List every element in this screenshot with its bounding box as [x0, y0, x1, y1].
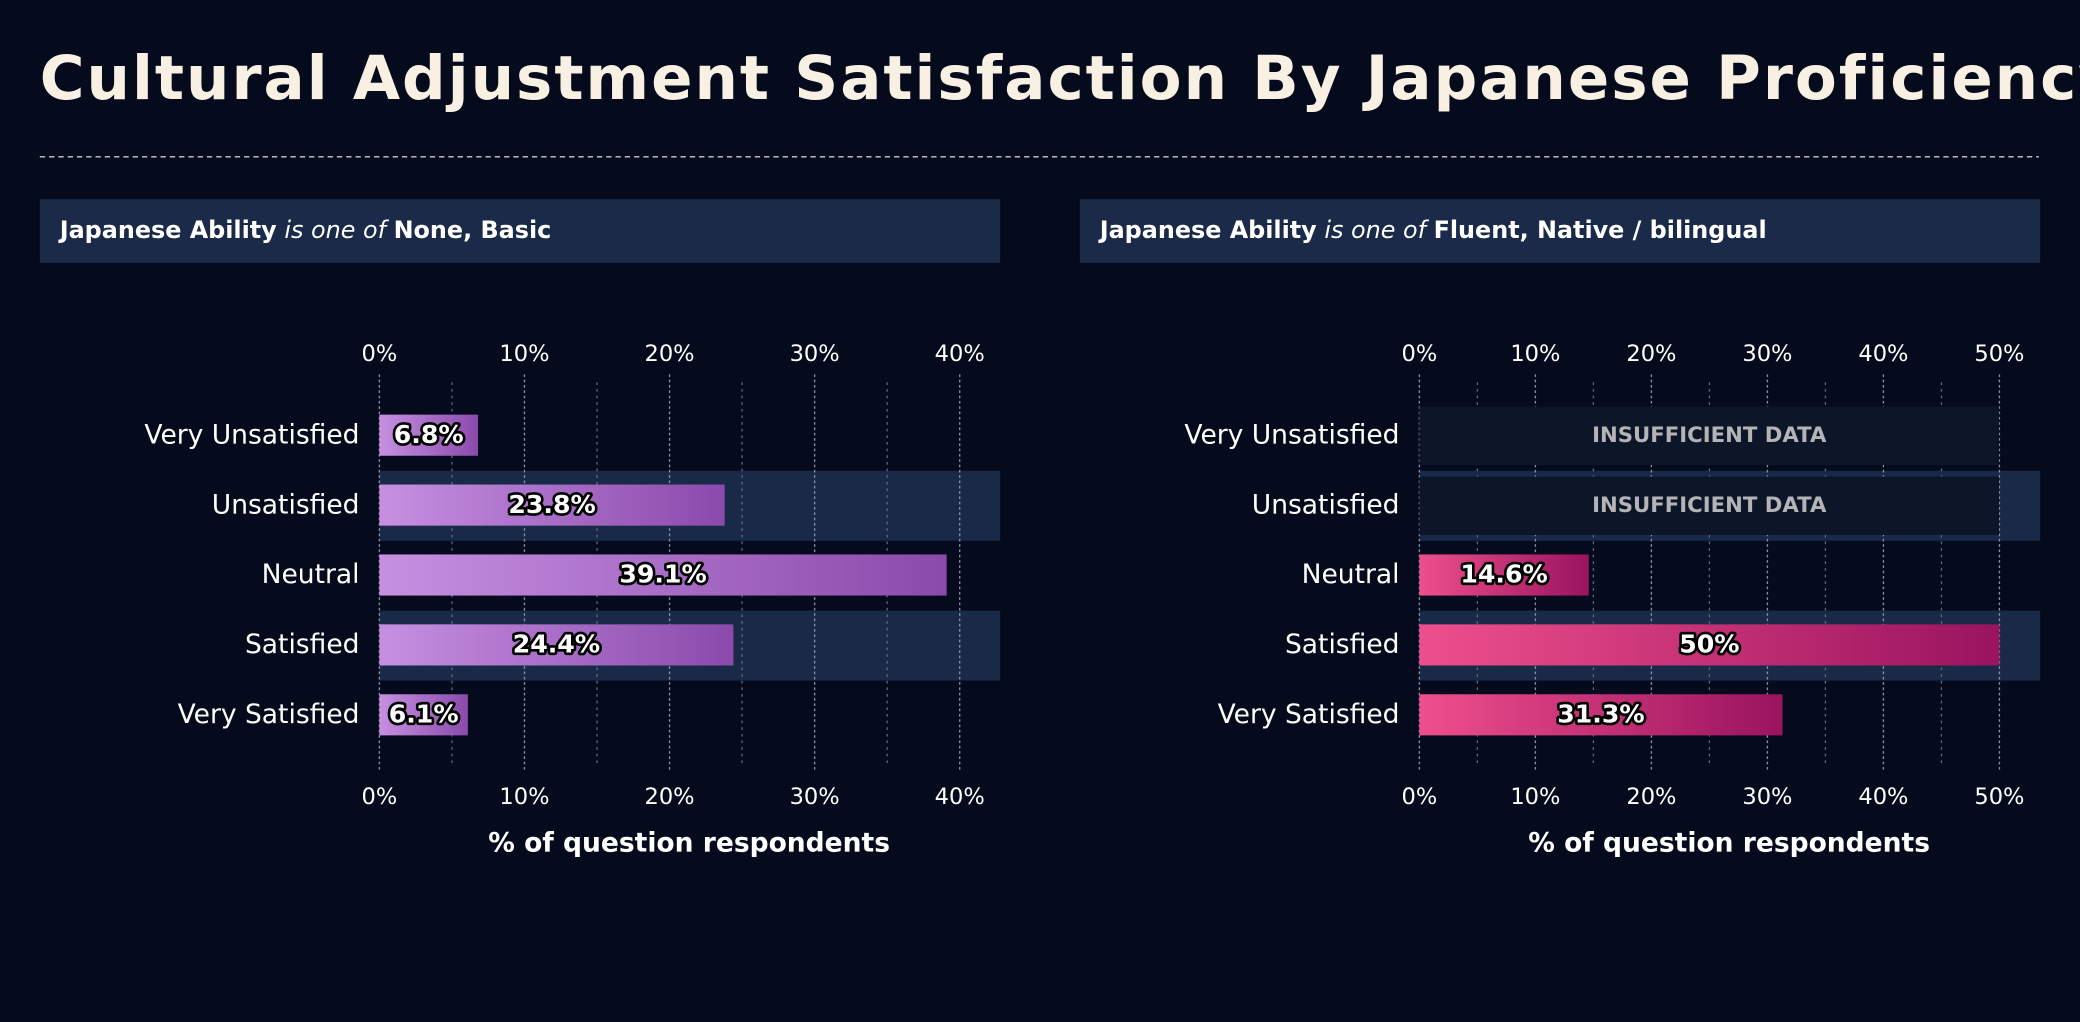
category-label: Very Satisfied [178, 699, 360, 730]
category-label: Neutral [262, 559, 360, 590]
filter-text: Japanese Ability is one of None, Basic [58, 216, 552, 244]
x-tick-label: 30% [790, 341, 840, 367]
page-title: Cultural Adjustment Satisfaction By Japa… [40, 43, 2080, 114]
filter-part: is one of [284, 216, 389, 244]
category-label: Unsatisfied [1252, 489, 1400, 520]
category-label: Satisfied [1285, 629, 1400, 660]
category-label: Very Unsatisfied [144, 419, 359, 450]
x-tick-label: 10% [1510, 784, 1560, 810]
x-tick-label: 30% [1742, 341, 1792, 367]
x-tick-label: 10% [499, 341, 549, 367]
x-tick-label: 50% [1974, 784, 2024, 810]
insufficient-box [1419, 406, 2000, 466]
filter-part: Japanese Ability [1098, 216, 1317, 244]
filter-part: Japanese Ability [58, 216, 277, 244]
x-tick-label: 0% [1401, 784, 1437, 810]
filter-header [39, 199, 1001, 263]
bar [1419, 554, 1589, 596]
x-tick-label: 0% [361, 784, 397, 810]
category-label: Very Unsatisfied [1184, 419, 1399, 450]
value-label: 31.3% [1557, 699, 1644, 728]
bar [1419, 694, 1783, 736]
value-label: 14.6% [1460, 560, 1547, 589]
insufficient-box [1419, 476, 2000, 535]
x-tick-label: 40% [935, 341, 985, 367]
filter-header [1079, 199, 2041, 263]
x-tick-label: 30% [1742, 784, 1792, 810]
x-tick-label: 0% [361, 341, 397, 367]
x-tick-label: 40% [935, 784, 985, 810]
x-tick-label: 30% [790, 784, 840, 810]
value-label: 6.1% [389, 699, 459, 728]
x-tick-label: 0% [1401, 341, 1437, 367]
filter-text: Japanese Ability is one of Fluent, Nativ… [1098, 216, 1767, 244]
x-tick-label: 20% [1626, 341, 1676, 367]
value-label: 24.4% [513, 630, 600, 659]
x-tick-label: 50% [1974, 341, 2024, 367]
value-label: 23.8% [508, 490, 595, 519]
x-tick-label: 10% [499, 784, 549, 810]
insufficient-label: INSUFFICIENT DATA [1592, 493, 1827, 518]
insufficient-label: INSUFFICIENT DATA [1592, 423, 1827, 448]
bar [379, 694, 468, 736]
bar [379, 484, 725, 526]
x-tick-label: 20% [644, 341, 694, 367]
bar [379, 554, 947, 596]
x-tick-label: 20% [644, 784, 694, 810]
category-label: Unsatisfied [212, 489, 360, 520]
bar [1419, 624, 2000, 666]
value-label: 6.8% [394, 420, 464, 449]
bar [379, 624, 734, 666]
x-tick-label: 40% [1858, 784, 1908, 810]
x-axis-title: % of question respondents [488, 827, 890, 858]
filter-part: None, Basic [394, 216, 552, 244]
x-tick-label: 40% [1858, 341, 1908, 367]
x-axis-title: % of question respondents [1528, 827, 1930, 858]
category-label: Neutral [1302, 559, 1400, 590]
value-label: 39.1% [619, 560, 706, 589]
filter-part: Fluent, Native / bilingual [1434, 216, 1767, 244]
category-label: Satisfied [245, 629, 360, 660]
filter-part: is one of [1324, 216, 1429, 244]
bar [379, 414, 479, 456]
x-tick-label: 20% [1626, 784, 1676, 810]
category-label: Very Satisfied [1218, 699, 1400, 730]
value-label: 50% [1679, 630, 1739, 659]
x-tick-label: 10% [1510, 341, 1560, 367]
